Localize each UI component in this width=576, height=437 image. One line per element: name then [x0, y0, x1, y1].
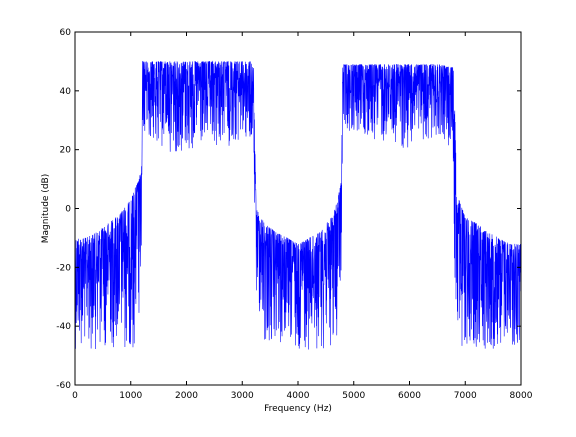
- magnitude-trace: [74, 60, 522, 350]
- y-tick-label: 20: [60, 146, 72, 156]
- x-tick-label: 2000: [175, 391, 198, 401]
- x-tick-label: 8000: [510, 391, 533, 401]
- x-tick-label: 5000: [342, 391, 365, 401]
- y-tick-label: 0: [65, 205, 71, 215]
- x-tick-label: 1000: [119, 391, 142, 401]
- x-axis-ticks: 0 1000 2000 3000 4000 5000 6000 7000 8000: [72, 32, 533, 401]
- x-tick-label: 7000: [454, 391, 477, 401]
- x-tick-label: 4000: [287, 391, 310, 401]
- x-tick-label: 0: [72, 391, 78, 401]
- y-tick-label: -20: [56, 263, 71, 273]
- y-tick-label: -40: [56, 322, 71, 332]
- y-axis-ticks: -60 -40 -20 0 20 40 60: [56, 28, 521, 391]
- x-tick-label: 3000: [231, 391, 254, 401]
- y-axis-label: Magnitude (dB): [41, 174, 51, 243]
- y-tick-label: 60: [60, 28, 72, 38]
- magnitude-series-line: [74, 60, 522, 350]
- y-tick-label: 40: [60, 87, 72, 97]
- x-tick-label: 6000: [398, 391, 421, 401]
- x-axis-label: Frequency (Hz): [264, 404, 332, 414]
- y-tick-label: -60: [56, 381, 71, 391]
